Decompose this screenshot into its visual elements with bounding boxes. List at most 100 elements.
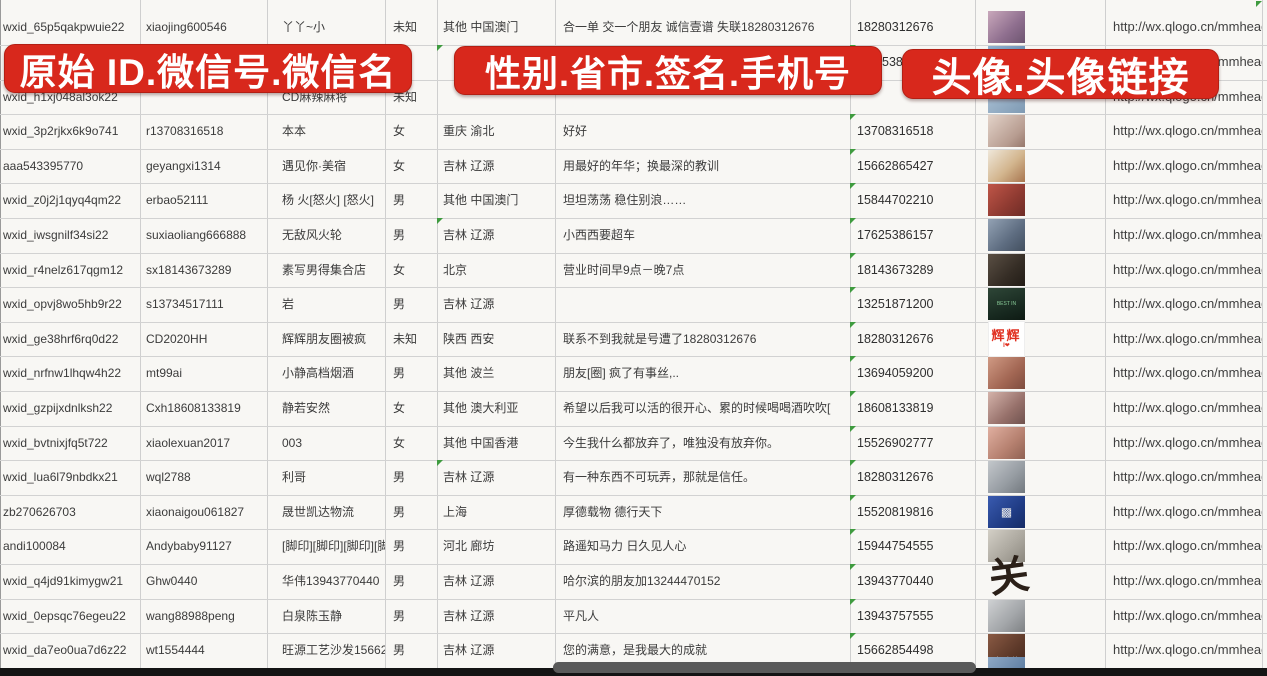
cell-phone[interactable]: 18608133819 bbox=[850, 391, 975, 426]
table-row[interactable]: wxid_bvtnixjfq5t722 xiaolexuan2017 003 女 其他 … bbox=[0, 425, 1267, 462]
cell-id[interactable]: wxid_z0j2j1qyq4qm22 bbox=[3, 193, 122, 208]
cell-region[interactable]: 其他 中国香港 bbox=[443, 435, 519, 450]
cell-signature[interactable]: 用最好的年华；换最深的教训 bbox=[563, 158, 720, 173]
cell-gender[interactable]: 男 bbox=[393, 297, 406, 312]
cell-name[interactable]: 小静高档烟酒 bbox=[282, 366, 355, 381]
cell-gender[interactable]: 女 bbox=[393, 262, 406, 277]
cell-phone[interactable]: 15662865427 bbox=[850, 148, 975, 184]
cell-id[interactable]: zb270626703 bbox=[3, 504, 76, 519]
cell-region[interactable]: 其他 波兰 bbox=[443, 366, 495, 381]
cell-phone[interactable]: 18280312676 bbox=[857, 20, 934, 35]
cell-gender[interactable]: 女 bbox=[393, 124, 406, 139]
cell-link[interactable]: http://wx.qlogo.cn/mmhead bbox=[1113, 365, 1262, 381]
cell-name[interactable]: 杨 火[怒火] [怒火] bbox=[282, 193, 375, 208]
cell-wxid[interactable]: CD2020HH bbox=[146, 331, 208, 346]
cell-wxid[interactable]: Ghw0440 bbox=[146, 574, 198, 588]
cell-wxid[interactable]: xiaojing600546 bbox=[146, 20, 227, 35]
cell-link[interactable]: http://wx.qlogo.cn/mmhead bbox=[1113, 296, 1262, 312]
table-row[interactable]: aaa543395770 geyangxi1314 遇见你·美宿 女 吉林 辽源 用最好的… bbox=[0, 148, 1267, 185]
table-row[interactable]: wxid_q4jd91kimygw21 Ghw0440 华伟13943770440 男… bbox=[0, 554, 1267, 600]
cell-id[interactable]: wxid_3p2rjkx6k9o741 bbox=[3, 124, 119, 139]
cell-id[interactable]: wxid_0epsqc76egeu22 bbox=[3, 608, 126, 623]
cell-wxid[interactable]: wql2788 bbox=[146, 470, 191, 485]
table-row[interactable]: andi100084 Andybaby91127 [脚印][脚印][脚印][脚印男 河… bbox=[0, 529, 1267, 565]
cell-phone[interactable]: 15662854498 bbox=[850, 633, 975, 668]
cell-wxid[interactable]: mt99ai bbox=[146, 366, 183, 381]
cell-phone[interactable]: 15520819816 bbox=[850, 494, 975, 530]
cell-wxid[interactable]: xiaolexuan2017 bbox=[146, 435, 231, 450]
cell-name[interactable]: 旺源工艺沙发15662854 bbox=[282, 643, 385, 658]
cell-id[interactable]: wxid_bvtnixjfq5t722 bbox=[3, 435, 108, 450]
table-row[interactable]: wxid_3p2rjkx6k9o741 r13708316518 本本 女 重庆 渝北 好… bbox=[0, 114, 1267, 150]
cell-link[interactable]: http://wx.qlogo.cn/mmhead bbox=[1113, 400, 1262, 415]
cell-wxid[interactable]: xiaonaigou061827 bbox=[146, 504, 245, 519]
cell-phone[interactable]: 15844702210 bbox=[850, 183, 975, 218]
cell-region[interactable]: 上海 bbox=[443, 504, 468, 519]
cell-signature[interactable] bbox=[555, 287, 850, 322]
cell-wxid[interactable]: Andybaby91127 bbox=[146, 539, 232, 554]
cell-signature[interactable]: 今生我什么都放弃了，唯独没有放弃你。 bbox=[563, 435, 780, 450]
cell-region[interactable]: 陕西 西安 bbox=[443, 331, 495, 346]
cell-gender[interactable]: 男 bbox=[393, 504, 406, 519]
cell-phone[interactable]: 13708316518 bbox=[850, 114, 975, 149]
cell-name[interactable]: CD麻辣麻将 bbox=[282, 89, 348, 104]
cell-signature[interactable]: 希望以后我可以活的很开心、累的时候喝喝酒吹吹[ bbox=[563, 401, 831, 415]
cell-link[interactable]: http://wx.qlogo.cn/mmhead bbox=[1113, 330, 1262, 346]
cell-region[interactable]: 吉林 辽源 bbox=[437, 460, 555, 495]
cell-name[interactable]: 本本 bbox=[282, 124, 307, 139]
cell-link[interactable]: http://wx.qlogo.cn/mmhead bbox=[1113, 157, 1262, 173]
table-row[interactable]: wxid_r4nelz617qgm12 sx18143673289 素写男得集合店 女… bbox=[0, 252, 1267, 289]
cell-region[interactable]: 吉林 辽源 bbox=[443, 643, 495, 658]
table-row[interactable]: wxid_iwsgnilf34si22 suxiaoliang666888 无敌风火… bbox=[0, 218, 1267, 254]
table-row[interactable]: wxid_ge38hrf6rq0d22 CD2020HH 辉辉朋友圈被疯 未知 陕西 西… bbox=[0, 320, 1267, 358]
table-row[interactable]: wxid_opvj8wo5hb9r22 s13734517111 岩 男 吉林 辽源 13… bbox=[0, 287, 1267, 323]
cell-wxid[interactable]: sx18143673289 bbox=[146, 262, 232, 277]
cell-link[interactable]: http://wx.qlogo.cn/mmhead bbox=[1113, 227, 1262, 242]
cell-signature[interactable]: 小西西要超车 bbox=[563, 228, 636, 242]
cell-name[interactable]: [脚印][脚印][脚印][脚印 bbox=[282, 539, 385, 554]
cell-name[interactable]: 晟世凯达物流 bbox=[282, 504, 355, 519]
cell-region[interactable]: 北京 bbox=[443, 262, 468, 277]
horizontal-scrollbar-thumb[interactable] bbox=[553, 662, 976, 673]
cell-signature[interactable]: 您的满意，是我最大的成就 bbox=[563, 643, 708, 658]
cell-name[interactable]: 静若安然 bbox=[282, 401, 331, 415]
cell-wxid[interactable]: suxiaoliang666888 bbox=[146, 228, 247, 242]
cell-name[interactable]: 丫丫~小 bbox=[282, 20, 326, 35]
cell-region[interactable]: 其他 澳大利亚 bbox=[443, 401, 519, 415]
cell-id[interactable]: wxid_da7eo0ua7d6z22 bbox=[3, 643, 127, 658]
cell-id[interactable]: wxid_h1xj048al3ok22 bbox=[3, 89, 118, 104]
cell-phone[interactable]: 15526902777 bbox=[850, 425, 975, 461]
cell-gender[interactable]: 男 bbox=[393, 643, 406, 658]
cell-phone[interactable]: 13694059200 bbox=[850, 356, 975, 391]
cell-id[interactable]: wxid_gzpijxdnlksh22 bbox=[3, 401, 113, 415]
cell-region[interactable]: 吉林 辽源 bbox=[443, 574, 495, 588]
cell-name[interactable]: 遇见你·美宿 bbox=[282, 158, 346, 173]
cell-signature[interactable]: 哈尔滨的朋友加13244470152 bbox=[563, 574, 721, 588]
cell-link[interactable]: http://wx.qlogo.cn/mmhead bbox=[1113, 123, 1262, 139]
cell-id[interactable]: wxid_lua6l79nbdkx21 bbox=[3, 470, 118, 485]
table-row[interactable]: wxid_z0j2j1qyq4qm22 erbao52111 杨 火[怒火] [怒火… bbox=[0, 183, 1267, 219]
cell-gender[interactable]: 男 bbox=[393, 539, 406, 554]
cell-link[interactable]: http://wx.qlogo.cn/mmhead bbox=[1113, 192, 1262, 208]
cell-gender[interactable]: 未知 bbox=[393, 20, 418, 35]
cell-link[interactable]: http://wx.qlogo.cn/mmhead bbox=[1113, 607, 1262, 623]
cell-id[interactable]: wxid_iwsgnilf34si22 bbox=[3, 228, 109, 242]
table-row[interactable]: wxid_gzpijxdnlksh22 Cxh18608133819 静若安然 女 其他… bbox=[0, 391, 1267, 427]
cell-link[interactable]: http://wx.qlogo.cn/mmhead bbox=[1113, 503, 1262, 519]
cell-region[interactable]: 重庆 渝北 bbox=[443, 124, 495, 139]
cell-signature[interactable]: 厚德载物 德行天下 bbox=[563, 504, 663, 519]
cell-name[interactable]: 003 bbox=[282, 435, 303, 450]
cell-id[interactable]: wxid_ge38hrf6rq0d22 bbox=[3, 331, 119, 346]
cell-gender[interactable]: 未知 bbox=[393, 89, 418, 104]
cell-link[interactable]: http://wx.qlogo.cn/mmhead bbox=[1113, 261, 1262, 277]
cell-name[interactable]: 利哥 bbox=[282, 470, 307, 485]
cell-name[interactable]: 素写男得集合店 bbox=[282, 262, 367, 277]
cell-gender[interactable]: 男 bbox=[393, 470, 406, 485]
cell-signature[interactable]: 路遥知马力 日久见人心 bbox=[563, 539, 687, 554]
cell-signature[interactable]: 合一单 交一个朋友 诚信壹谱 失联18280312676 bbox=[563, 20, 815, 35]
cell-id[interactable]: wxid_nrfnw1lhqw4h22 bbox=[3, 366, 122, 381]
cell-signature[interactable]: 朋友[圈] 疯了有事丝,.. bbox=[563, 366, 680, 381]
cell-phone[interactable]: 15944754555 bbox=[850, 529, 975, 564]
cell-region[interactable]: 吉林 辽源 bbox=[443, 297, 495, 312]
cell-signature[interactable]: 有一种东西不可玩弄，那就是信任。 bbox=[563, 470, 756, 485]
